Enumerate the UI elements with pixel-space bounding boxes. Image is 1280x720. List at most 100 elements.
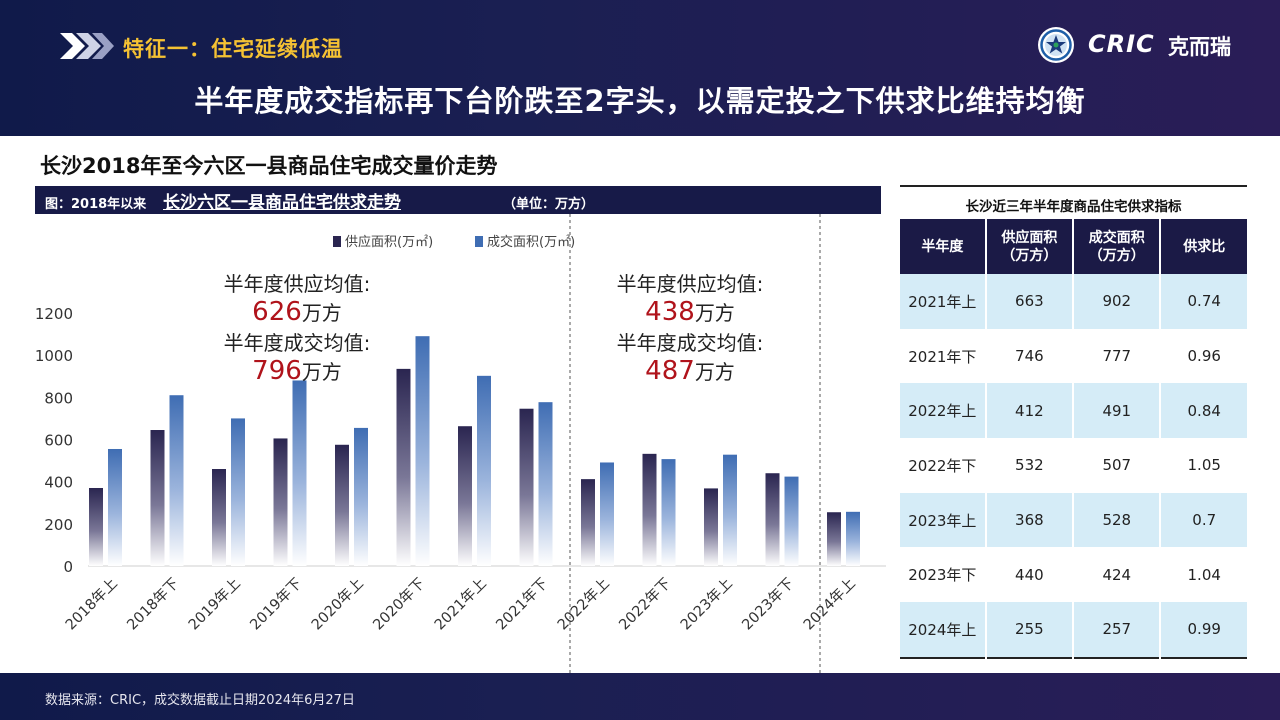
- supply-bar: [273, 438, 288, 566]
- section-label: 特征一：住宅延续低温: [123, 37, 343, 61]
- x-tick-label: 2022年下: [616, 575, 675, 634]
- table-header-deal: 成交面积 （万方）: [1073, 219, 1162, 274]
- y-tick-label: 200: [44, 516, 73, 534]
- deal-bar: [231, 418, 245, 566]
- chevron-right-icon: [60, 33, 114, 59]
- x-tick-label: 2020年上: [308, 575, 367, 634]
- annotation-period-1: 半年度供应均值: 626万方 半年度成交均值: 796万方: [187, 268, 407, 386]
- legend-label-deal: 成交面积(万㎡): [487, 234, 575, 250]
- table-header-row: 半年度 供应面积 （万方） 成交面积 （万方） 供求比: [900, 219, 1247, 274]
- x-tick-label: 2024年上: [800, 575, 859, 634]
- x-tick-label: 2022年上: [554, 575, 613, 634]
- deal-bar: [661, 459, 676, 566]
- table-cell: 2024年上: [900, 602, 987, 658]
- annotation-supply-unit: 万方: [694, 301, 735, 325]
- annotation-deal-unit: 万方: [694, 360, 735, 384]
- x-tick-label: 2018年下: [124, 575, 183, 634]
- table-cell: 412: [985, 383, 1075, 439]
- table-cell: 255: [985, 602, 1075, 658]
- data-source-note: 数据来源：CRIC，成交数据截止日期2024年6月27日: [45, 693, 355, 708]
- table-header-period: 半年度: [900, 219, 987, 274]
- deal-bar: [415, 336, 430, 566]
- table-row: 2023年上 368 528 0.7: [900, 492, 1247, 548]
- supply-bar: [519, 408, 534, 566]
- table-cell: 0.7: [1160, 492, 1247, 548]
- table-cell: 2022年上: [900, 383, 987, 439]
- table-cell: 663: [985, 274, 1075, 329]
- y-tick-label: 400: [44, 474, 73, 492]
- table-cell: 2021年上: [900, 274, 987, 329]
- y-tick-label: 600: [44, 432, 73, 450]
- annotation-deal-value: 487: [645, 356, 695, 386]
- x-tick-label: 2019年下: [247, 575, 306, 634]
- table-cell: 0.74: [1160, 274, 1247, 329]
- supply-demand-table: 半年度 供应面积 （万方） 成交面积 （万方） 供求比 2021年上 663 902 0.…: [900, 219, 1247, 659]
- deal-bar: [477, 375, 491, 566]
- table-cell: 777: [1073, 328, 1162, 384]
- deal-bar: [600, 462, 614, 566]
- table-row: 2021年上 663 902 0.74: [900, 274, 1247, 329]
- chart-title-unit: （单位：万方）: [503, 197, 595, 212]
- annotation-deal-label: 半年度成交均值:: [616, 331, 764, 355]
- cric-logo: CRIC: [1088, 30, 1155, 58]
- supply-bar: [642, 453, 657, 566]
- y-tick-label: 1200: [35, 305, 73, 323]
- cric-logo-cn: 克而瑞: [1168, 35, 1231, 59]
- annotation-deal-unit: 万方: [301, 360, 342, 384]
- deal-bar: [354, 427, 368, 566]
- table-row: 2024年上 255 257 0.99: [900, 602, 1247, 658]
- deal-bar: [169, 395, 184, 566]
- supply-bar: [89, 487, 103, 566]
- table-cell: 2023年上: [900, 492, 987, 548]
- table-cell: 0.84: [1160, 383, 1247, 439]
- legend-swatch-supply: [333, 236, 341, 247]
- table-title: 长沙近三年半年度商品住宅供求指标: [900, 185, 1247, 219]
- supply-bar: [212, 469, 226, 566]
- annotation-supply-unit: 万方: [301, 301, 342, 325]
- deal-bar: [846, 511, 860, 566]
- chart-title-prefix: 图：2018年以来: [45, 197, 147, 212]
- table-cell: 368: [985, 492, 1075, 548]
- supply-bar: [458, 426, 472, 566]
- table-cell: 2021年下: [900, 328, 987, 384]
- table-cell: 532: [985, 438, 1075, 493]
- table-cell: 1.05: [1187, 456, 1221, 475]
- table-row: 2021年下 746 777 0.96: [900, 328, 1247, 384]
- table-cell: 507: [1073, 438, 1162, 493]
- headline: 半年度成交指标再下台阶跌至2字头，以需定投之下供求比维持均衡: [194, 84, 1086, 118]
- table-cell: 424: [1073, 547, 1162, 603]
- chart-title-bar: 图：2018年以来 长沙六区一县商品住宅供求走势 （单位：万方）: [35, 186, 881, 214]
- legend-label-supply: 供应面积(万㎡): [345, 234, 433, 250]
- deal-bar: [108, 448, 122, 566]
- table-cell: 2022年下: [900, 438, 987, 493]
- table-cell: 902: [1073, 274, 1162, 329]
- x-tick-label: 2021年下: [493, 575, 552, 634]
- supply-bar: [704, 488, 718, 566]
- page-title: 长沙2018年至今六区一县商品住宅成交量价走势: [40, 154, 498, 178]
- annotation-deal-value: 796: [252, 356, 302, 386]
- x-tick-label: 2020年下: [370, 575, 429, 634]
- supply-bar: [765, 473, 780, 566]
- table-cell: 0.96: [1187, 347, 1221, 366]
- deal-bar: [784, 476, 799, 566]
- y-tick-label: 0: [63, 558, 73, 576]
- annotation-supply-label: 半年度供应均值:: [223, 272, 371, 296]
- header-banner: 特征一：住宅延续低温 CRIC 克而瑞 半年度成交指标再下台阶跌至2字头，以需定…: [0, 0, 1280, 136]
- emblem-logo-icon: [1038, 27, 1074, 63]
- table-cell: 257: [1073, 602, 1162, 658]
- annotation-supply-value: 438: [645, 297, 695, 327]
- annotation-period-2: 半年度供应均值: 438万方 半年度成交均值: 487万方: [580, 268, 800, 386]
- annotation-supply-label: 半年度供应均值:: [616, 272, 764, 296]
- table-cell: 440: [985, 547, 1075, 603]
- table-row: 2022年下 532 507 1.05: [900, 438, 1247, 493]
- table-header-ratio: 供求比: [1160, 219, 1247, 274]
- supply-bar: [396, 368, 411, 566]
- x-tick-label: 2018年上: [62, 575, 121, 634]
- y-tick-label: 800: [44, 389, 73, 407]
- footer-banner: 数据来源：CRIC，成交数据截止日期2024年6月27日: [0, 673, 1280, 720]
- table-row: 2023年下 440 424 1.04: [900, 547, 1247, 603]
- x-tick-label: 2021年上: [431, 575, 490, 634]
- table-cell: 1.04: [1187, 565, 1221, 584]
- deal-bar: [723, 454, 737, 566]
- table-header-supply: 供应面积 （万方）: [985, 219, 1075, 274]
